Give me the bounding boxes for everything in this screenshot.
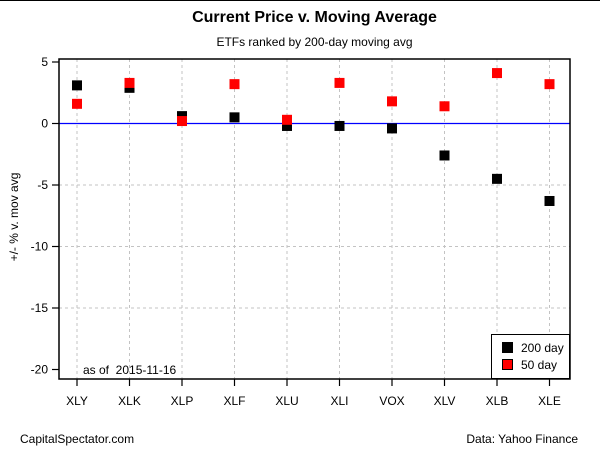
- x-tick-label-XLY: XLY: [66, 394, 88, 408]
- point-200-day-XLI: [334, 120, 345, 131]
- x-tick-label-XLI: XLI: [330, 394, 348, 408]
- y-tick-label--15: -15: [31, 301, 49, 315]
- x-tick-label-XLP: XLP: [171, 394, 194, 408]
- chart-title: Current Price v. Moving Average: [192, 9, 437, 26]
- legend-swatch-200-day-icon: [502, 342, 513, 353]
- point-50-day-XLV: [439, 101, 450, 112]
- x-tick-label-XLK: XLK: [118, 394, 141, 408]
- point-200-day-XLV: [439, 150, 450, 161]
- legend-item-200-day: 200 day: [502, 339, 569, 356]
- point-50-day-VOX: [387, 96, 397, 107]
- y-tick-label--20: -20: [31, 363, 49, 377]
- point-200-day-XLY: [72, 80, 82, 91]
- y-tick-label--5: -5: [37, 178, 48, 192]
- x-tick-label-VOX: VOX: [379, 394, 404, 408]
- plot-border: [58, 58, 571, 380]
- legend-item-50-day: 50 day: [502, 356, 569, 373]
- y-tick-label-0: 0: [41, 117, 48, 131]
- x-tick-label-XLB: XLB: [486, 394, 509, 408]
- point-200-day-XLB: [492, 173, 502, 184]
- point-200-day-XLU: [282, 120, 292, 131]
- point-50-day-XLE: [544, 79, 555, 90]
- legend-swatch-50-day-icon: [502, 359, 513, 370]
- y-tick-label-5: 5: [41, 55, 48, 69]
- legend: 200 day 50 day: [491, 334, 570, 379]
- x-tick-label-XLV: XLV: [434, 394, 456, 408]
- point-50-day-XLP: [177, 116, 187, 127]
- source-site: CapitalSpectator.com: [20, 432, 135, 446]
- y-tick-label--10: -10: [31, 240, 49, 254]
- point-50-day-XLI: [334, 77, 345, 88]
- legend-label-50-day: 50 day: [521, 357, 558, 372]
- point-200-day-VOX: [387, 123, 397, 134]
- x-tick-label-XLF: XLF: [223, 394, 245, 408]
- point-50-day-XLB: [492, 68, 502, 79]
- point-50-day-XLY: [72, 98, 82, 109]
- data-source: Data: Yahoo Finance: [466, 432, 578, 446]
- chart-subtitle: ETFs ranked by 200-day moving avg: [216, 35, 413, 49]
- legend-label-200-day: 200 day: [521, 340, 564, 355]
- point-50-day-XLF: [229, 79, 240, 90]
- point-50-day-XLK: [124, 77, 135, 88]
- point-50-day-XLU: [282, 114, 292, 125]
- x-tick-label-XLU: XLU: [275, 394, 298, 408]
- point-200-day-XLE: [544, 195, 555, 206]
- x-tick-label-XLE: XLE: [538, 394, 561, 408]
- as-of-date: as of 2015-11-16: [83, 363, 177, 377]
- point-200-day-XLF: [229, 112, 240, 123]
